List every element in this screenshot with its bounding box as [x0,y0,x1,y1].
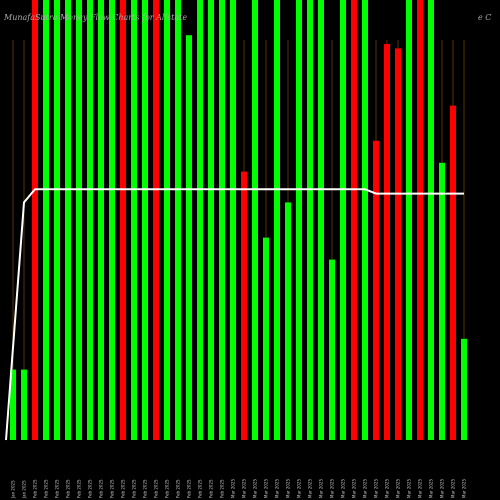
bar [109,0,115,440]
bar [197,0,203,440]
x-tick-label: Feb 2025 [88,479,93,498]
bar [263,237,269,440]
x-tick-label: Jan 2025 [22,480,27,499]
bar [230,0,236,440]
x-tick-label: Feb 2025 [165,479,170,498]
bar [208,0,214,440]
x-tick-label: Mar 2025 [440,479,445,498]
x-tick-label: Feb 2025 [66,479,71,498]
x-tick-label: Feb 2025 [143,479,148,498]
x-tick-label: Feb 2025 [220,479,225,498]
x-tick-label: Mar 2025 [231,479,236,498]
bar [76,0,82,440]
bar [252,0,258,440]
chart-title: MunafaSutra Money Flow Charts for Allsta… [3,13,187,22]
x-tick-label: Feb 2025 [99,479,104,498]
bar [120,0,126,440]
bar [362,0,368,440]
bar-series [10,0,467,441]
bar [131,0,137,440]
x-tick-label: Feb 2025 [176,479,181,498]
bar [340,0,346,440]
x-tick-label: Jan 2025 [11,480,16,499]
x-tick-label: Mar 2025 [396,479,401,498]
bar [274,0,280,440]
x-tick-label: Feb 2025 [110,479,115,498]
bar [450,105,456,440]
bar [285,202,291,440]
chart-title-suffix: e C [478,13,491,22]
x-tick-label: Feb 2025 [154,479,159,498]
bar [296,0,302,440]
bar [219,0,225,440]
money-flow-line [5,188,464,441]
bar [175,0,181,440]
x-tick-label: Mar 2025 [330,479,335,498]
x-tick-label: Feb 2025 [55,479,60,498]
x-tick-label: Mar 2025 [286,479,291,498]
bar [10,369,16,440]
x-tick-label: Mar 2025 [242,479,247,498]
bar [65,0,71,440]
x-tick-label: Mar 2025 [253,479,258,498]
bar [87,0,93,440]
x-tick-label: Feb 2025 [77,479,82,498]
x-tick-label: Mar 2025 [264,479,269,498]
x-tick-label: Feb 2025 [44,479,49,498]
bar [439,162,445,441]
x-tick-label: Mar 2025 [429,479,434,498]
x-tick-label: Mar 2025 [407,479,412,498]
bar [54,0,60,440]
x-tick-label: Mar 2025 [363,479,368,498]
bar [98,0,104,440]
bar [153,0,159,440]
x-tick-label: Mar 2025 [275,479,280,498]
x-tick-label: Mar 2025 [308,479,313,498]
x-tick-label: Mar 2025 [462,479,467,498]
bar [32,0,38,440]
x-tick-label: Mar 2025 [341,479,346,498]
bar [351,0,357,440]
x-tick-label: Mar 2025 [451,479,456,498]
bar [417,0,423,440]
bar [241,171,247,440]
bar [329,259,335,440]
x-tick-label: Feb 2025 [187,479,192,498]
x-tick-label: Feb 2025 [209,479,214,498]
x-tick-label: Mar 2025 [385,479,390,498]
bar [307,0,313,440]
bar [373,140,379,441]
bar [428,0,434,440]
x-tick-label: Feb 2025 [132,479,137,498]
x-tick-label: Mar 2025 [352,479,357,498]
bar [318,0,324,440]
x-tick-label: Feb 2025 [33,479,38,498]
bar [186,35,192,440]
bar [406,0,412,440]
bar [43,0,49,440]
x-tick-label: Mar 2025 [319,479,324,498]
bar [164,0,170,440]
bar [384,44,390,440]
x-tick-label: Mar 2025 [418,479,423,498]
bar [395,48,401,441]
bar [461,338,467,440]
x-axis-tick-labels: Jan 2025 Jan 2025 Feb 2025 Feb 2025 Feb 2025… [11,479,467,499]
bar [142,0,148,440]
x-tick-label: Feb 2025 [198,479,203,498]
x-tick-label: Mar 2025 [297,479,302,498]
x-tick-label: Feb 2025 [121,479,126,498]
bar [21,369,27,440]
x-tick-label: Mar 2025 [374,479,379,498]
money-flow-line-path [5,188,464,441]
